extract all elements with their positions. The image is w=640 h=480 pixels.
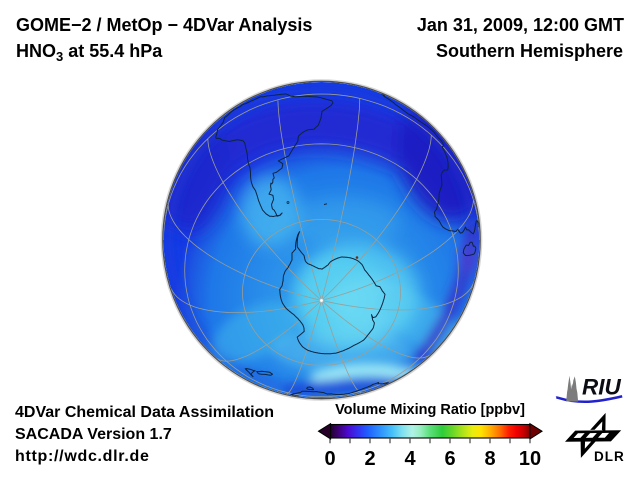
svg-text:10: 10	[519, 448, 541, 470]
svg-text:6: 6	[444, 448, 455, 470]
svg-text:4: 4	[404, 448, 416, 470]
svg-text:RIU: RIU	[582, 375, 622, 400]
svg-text:8: 8	[484, 448, 495, 470]
svg-text:2: 2	[364, 448, 375, 470]
svg-text:DLR: DLR	[594, 449, 625, 464]
svg-text:0: 0	[324, 448, 335, 470]
